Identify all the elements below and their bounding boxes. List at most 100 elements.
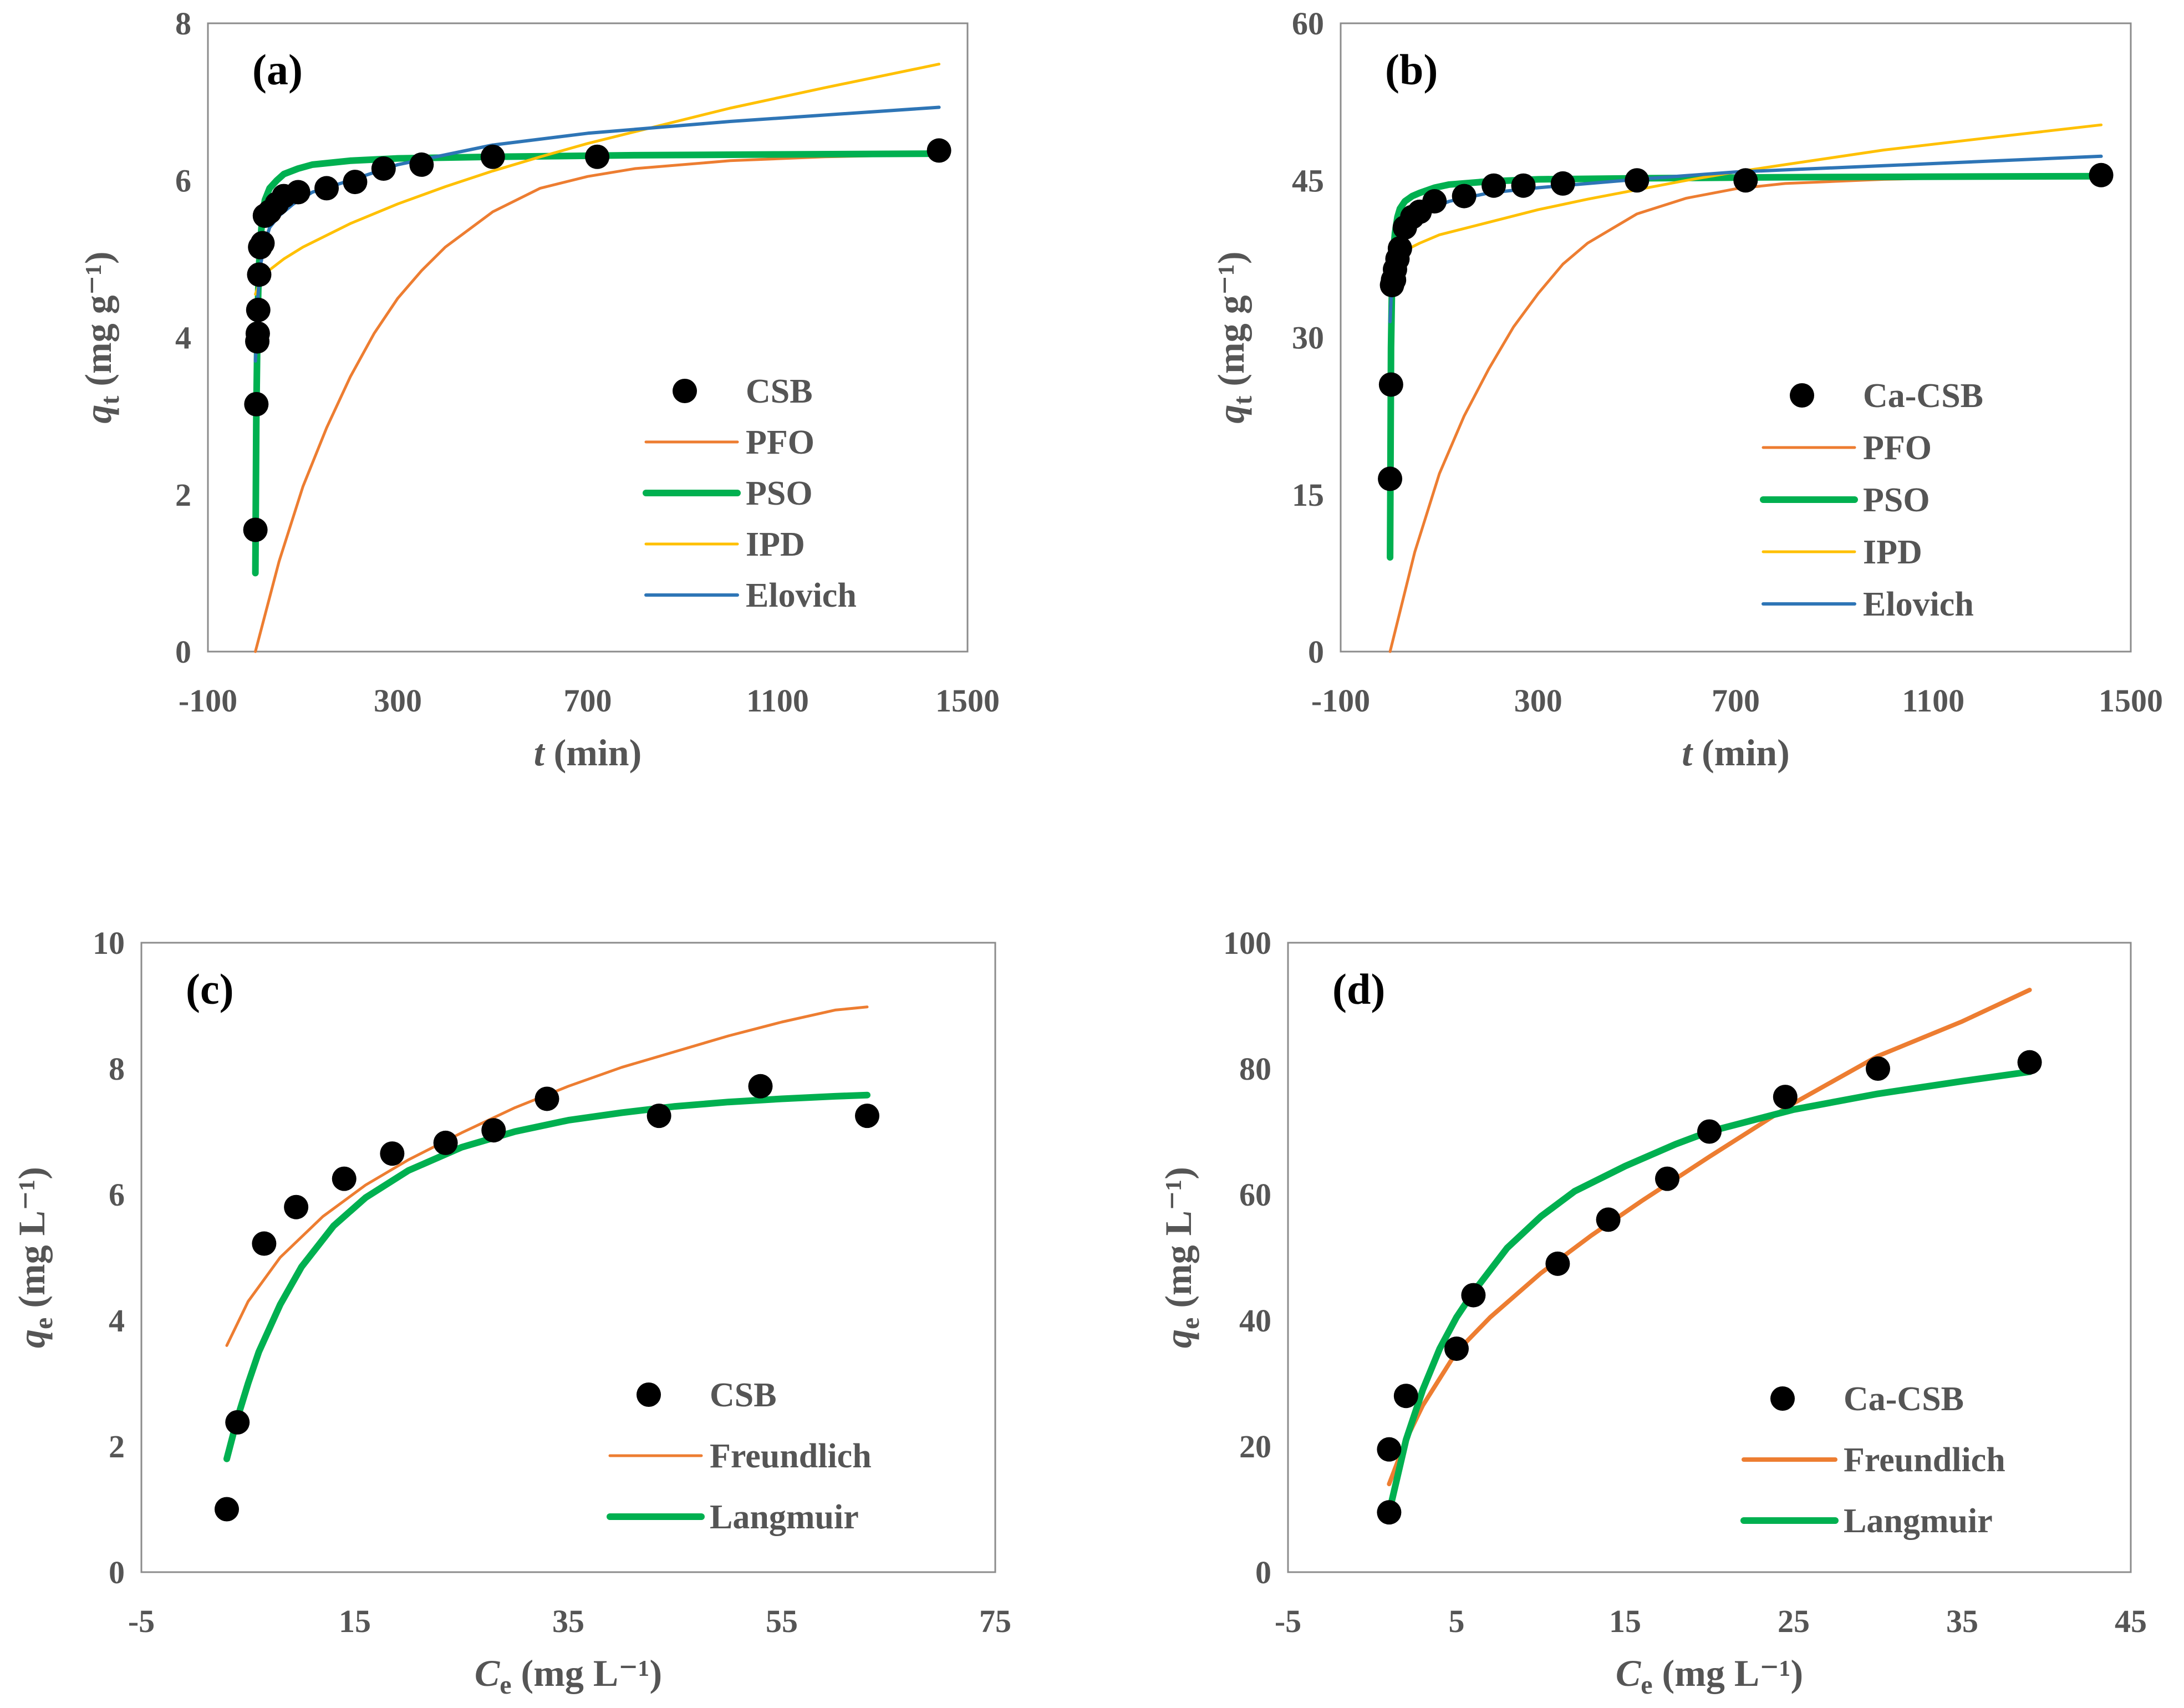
data-point [1444,1336,1469,1361]
y-axis-title: qt (mg g⁻¹) [1210,251,1258,423]
legend-label-pfo: PFO [1863,429,1932,467]
x-tick-label: 35 [1946,1603,1978,1639]
y-tick-label: 15 [1292,477,1324,513]
series-line-pso [1387,172,2105,561]
y-tick-label: 4 [175,320,191,356]
x-axis-title: Ce (mg L⁻¹) [475,1652,662,1700]
series-line-elovich [253,105,941,363]
data-point [855,1104,879,1128]
legend-label-freundlich: Freundlich [1844,1441,2005,1479]
y-axis-title: qt (mg g⁻¹) [77,251,125,423]
y-tick-label: 4 [109,1303,125,1339]
legend-label-csb: CSB [746,373,813,410]
series-line-freundlich [225,1005,869,1347]
y-axis-symbol: q [77,405,119,424]
y-tick-label: 60 [1239,1177,1271,1213]
data-point [1482,173,1506,198]
x-axis-unit: (mg L⁻¹) [1653,1652,1804,1694]
data-point [1377,1437,1402,1462]
data-point [252,1231,277,1256]
y-tick-label: 2 [175,477,191,513]
data-point [1655,1166,1679,1191]
legend-marker-csb [637,1382,661,1407]
y-axis-title: qe (mg L⁻¹) [1157,1167,1205,1348]
legend-marker-csb [673,379,697,403]
series-line-pfo [1388,175,2103,653]
y-axis-title: qe (mg L⁻¹) [11,1167,58,1348]
y-axis-unit: (mg L⁻¹) [1157,1167,1199,1318]
x-tick-label: 700 [564,683,612,719]
y-tick-label: 8 [175,6,191,42]
data-point [1697,1119,1722,1144]
x-axis-title: t (min) [534,731,642,774]
y-axis-unit: (mg g⁻¹) [1210,251,1252,395]
legend: CSB Freundlich Langmuir [607,1376,872,1536]
data-point [1733,168,1758,193]
y-axis-unit: (mg g⁻¹) [77,251,119,395]
x-axis-symbol: t [1682,731,1693,774]
x-tick-label: -100 [179,683,237,719]
y-tick-label: 30 [1292,320,1324,356]
data-point [1596,1207,1621,1232]
x-tick-label: 55 [766,1603,798,1639]
data-point [244,392,269,416]
x-axis-unit: (min) [1692,731,1790,774]
x-axis-unit: (min) [544,731,642,774]
plot-area-frame [1340,22,2132,653]
y-tick-label: 100 [1223,925,1271,961]
x-axis-subscript: e [1641,1670,1652,1700]
data-point [314,176,339,201]
plot-area-frame [140,942,996,1573]
x-tick-label: 5 [1449,1603,1465,1639]
data-point [380,1141,405,1166]
x-tick-label: 300 [374,683,422,719]
data-point [1422,189,1447,214]
data-point [247,262,272,287]
data-point [225,1410,250,1435]
data-point [1378,466,1403,491]
x-tick-label: 45 [2115,1603,2147,1639]
data-point [250,231,275,256]
x-tick-label: 35 [552,1603,584,1639]
y-tick-label: 60 [1292,6,1324,42]
legend-label-ca-csb: Ca-CSB [1863,377,1983,415]
data-point [286,180,310,205]
x-axis-title: t (min) [1682,731,1790,774]
legend-label-ca-csb: Ca-CSB [1844,1380,1964,1418]
legend-label-langmuir: Langmuir [710,1498,859,1536]
x-axis-symbol: t [534,731,546,774]
data-point [215,1497,239,1522]
panel-label: (c) [186,965,234,1013]
legend-marker-ca-csb [1790,383,1814,408]
data-point [585,144,610,169]
data-point [332,1166,357,1191]
legend-label-pso: PSO [1863,481,1930,519]
y-axis-subscript: e [1175,1318,1205,1329]
legend-label-elovich: Elovich [1863,586,1974,623]
data-point [926,138,951,163]
data-point [1625,168,1650,193]
y-tick-label: 0 [1308,634,1324,670]
data-point [748,1074,773,1099]
x-axis-symbol: C [475,1652,500,1694]
y-tick-label: 0 [109,1554,125,1590]
legend-label-csb: CSB [710,1376,777,1414]
y-tick-label: 6 [175,162,191,199]
y-tick-label: 0 [1255,1554,1271,1590]
data-point [343,170,368,195]
data-point [1378,372,1403,397]
y-tick-label: 20 [1239,1429,1271,1465]
legend-label-langmuir: Langmuir [1844,1502,1993,1540]
data-point [1545,1251,1570,1276]
legend-label-freundlich: Freundlich [710,1437,872,1475]
legend-label-pfo: PFO [746,424,814,461]
data-point [2017,1050,2042,1075]
x-axis-subscript: e [500,1670,511,1700]
data-point [1452,184,1477,209]
data-point [1866,1056,1890,1081]
data-point [481,1118,506,1143]
x-tick-label: -100 [1311,683,1370,719]
plot-area-frame [207,22,969,653]
